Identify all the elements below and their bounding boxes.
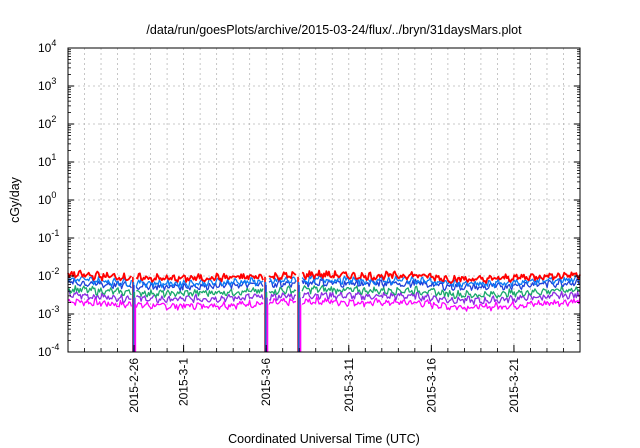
y-tick-label: 102 [38, 114, 56, 131]
series-line [67, 290, 132, 303]
series-line [301, 269, 581, 284]
series-line [135, 299, 264, 311]
y-tick-label: 103 [38, 76, 56, 93]
series-line [269, 276, 297, 285]
series-line [268, 285, 297, 296]
series-line [135, 272, 264, 283]
series-line [67, 285, 132, 297]
x-tick-label: 2015-3-1 [177, 358, 191, 406]
y-axis-title: cGy/day [8, 176, 22, 223]
gaps-group [132, 276, 302, 352]
series-line [67, 276, 133, 288]
y-tick-label: 10-4 [38, 342, 59, 359]
y-tick-label: 100 [38, 190, 56, 207]
series-line [301, 274, 581, 289]
x-axis-title: Coordinated Universal Time (UTC) [228, 432, 420, 446]
series-line [136, 287, 264, 299]
series-line [67, 269, 133, 282]
chart-title: /data/run/goesPlots/archive/2015-03-24/f… [146, 23, 522, 37]
y-axis: 10-4 10-3 10-2 10-1 100 101 102 103 104 [38, 38, 580, 359]
x-axis: 2015-2-26 2015-3-1 2015-3-6 2015-3-11 2015-3… [84, 345, 564, 413]
series-line [67, 297, 133, 309]
x-tick-label: 2015-2-26 [127, 358, 141, 413]
x-tick-label: 2015-3-16 [424, 358, 438, 413]
y-tick-label: 101 [38, 152, 56, 169]
series-line [301, 284, 581, 299]
series-line [135, 277, 264, 289]
y-tick-label: 10-2 [38, 266, 59, 283]
series-line [135, 280, 264, 292]
series-line [301, 290, 581, 306]
series-line [301, 277, 581, 292]
x-tick-label: 2015-3-21 [507, 358, 521, 413]
x-tick-label: 2015-3-11 [342, 358, 356, 412]
y-tick-label: 10-3 [38, 304, 59, 321]
series-line [268, 292, 297, 301]
y-tick-label: 10-1 [38, 228, 59, 245]
series-line [268, 279, 297, 289]
series-line [135, 293, 264, 304]
x-tick-label: 2015-3-6 [259, 358, 273, 406]
series-line [268, 271, 297, 281]
series-line [301, 296, 581, 312]
grid [68, 48, 580, 352]
series-line [268, 297, 297, 307]
y-tick-label: 104 [38, 38, 56, 55]
series-group [67, 269, 581, 312]
